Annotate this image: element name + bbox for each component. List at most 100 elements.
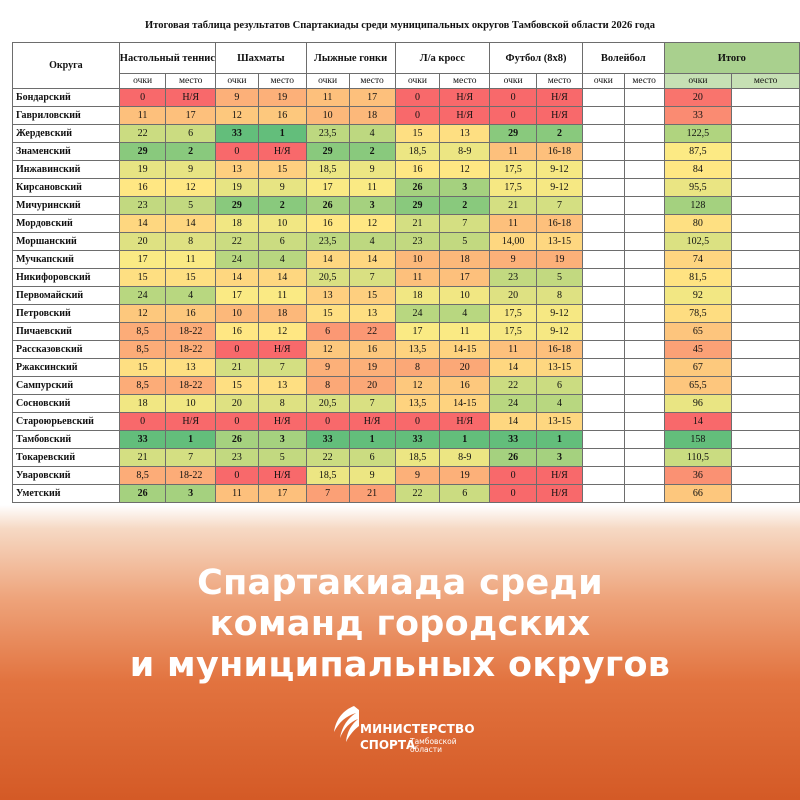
- points-cell: 29: [215, 196, 259, 215]
- table-row: Мичуринский 23 5 29 2 26 3 29 2 21 7 128: [12, 196, 800, 215]
- table-row: Петровский 12 16 10 18 15 13 24 4 17,5 9-12 78,5: [12, 304, 800, 323]
- points-cell: 16: [215, 322, 259, 341]
- place-cell: 14: [257, 268, 307, 287]
- place-cell: 9-12: [536, 322, 583, 341]
- points-cell: [581, 178, 625, 197]
- points-cell: 29: [305, 142, 350, 161]
- place-cell: Н/Я: [536, 106, 583, 125]
- points-cell: 20: [118, 232, 167, 251]
- place-cell: 3: [165, 484, 216, 503]
- place-cell: Н/Я: [439, 412, 491, 431]
- total-place-cell: [731, 340, 800, 359]
- points-subheader: очки: [489, 73, 538, 89]
- place-cell: Н/Я: [257, 466, 307, 485]
- district-name: Кирсановский: [12, 178, 120, 197]
- place-cell: 10: [439, 286, 491, 305]
- total-points-cell: 14: [663, 412, 733, 431]
- total-points-cell: 74: [663, 250, 733, 269]
- points-cell: 26: [489, 448, 538, 467]
- points-cell: 22: [489, 376, 538, 395]
- points-cell: 15: [305, 304, 350, 323]
- points-cell: 14: [489, 358, 538, 377]
- district-name: Мучкапский: [12, 250, 120, 269]
- place-cell: 1: [536, 430, 583, 449]
- table-row: Кирсановский 16 12 19 9 17 11 26 3 17,5 9-12 95,5: [12, 178, 800, 197]
- district-name: Инжавинский: [12, 160, 120, 179]
- total-place-cell: [731, 286, 800, 305]
- sport-header: Лыжные гонки: [305, 42, 396, 74]
- total-place-cell: [731, 214, 800, 233]
- place-cell: [623, 376, 665, 395]
- place-cell: 11: [257, 286, 307, 305]
- place-cell: [623, 124, 665, 143]
- place-cell: Н/Я: [257, 142, 307, 161]
- place-cell: 19: [536, 250, 583, 269]
- place-cell: 18: [439, 250, 491, 269]
- place-cell: 9-12: [536, 304, 583, 323]
- points-cell: 15: [394, 124, 441, 143]
- points-cell: 21: [394, 214, 441, 233]
- place-cell: 1: [439, 430, 491, 449]
- place-cell: Н/Я: [536, 466, 583, 485]
- place-cell: 3: [348, 196, 396, 215]
- points-cell: 23,5: [305, 232, 350, 251]
- district-name: Староюрьевский: [12, 412, 120, 431]
- place-cell: 4: [439, 304, 491, 323]
- place-cell: 13-15: [536, 232, 583, 251]
- points-cell: 14,00: [489, 232, 538, 251]
- points-cell: 17,5: [489, 160, 538, 179]
- place-cell: 16: [165, 304, 216, 323]
- points-cell: 18: [394, 286, 441, 305]
- points-cell: 21: [489, 196, 538, 215]
- total-points-cell: 33: [663, 106, 733, 125]
- points-cell: 14: [489, 412, 538, 431]
- points-cell: 23: [215, 448, 259, 467]
- points-cell: 17: [215, 286, 259, 305]
- points-cell: 0: [394, 412, 441, 431]
- place-cell: Н/Я: [257, 412, 307, 431]
- place-cell: [623, 412, 665, 431]
- place-cell: 7: [348, 394, 396, 413]
- points-cell: [581, 232, 625, 251]
- points-cell: [581, 394, 625, 413]
- table-row: Ржаксинский 15 13 21 7 9 19 8 20 14 13-15 67: [12, 358, 800, 377]
- points-cell: 0: [394, 88, 441, 107]
- points-cell: 33: [394, 430, 441, 449]
- total-place-cell: [731, 412, 800, 431]
- place-cell: [623, 88, 665, 107]
- total-points-cell: 65,5: [663, 376, 733, 395]
- table-row: Жердевский 22 6 33 1 23,5 4 15 13 29 2 122,5: [12, 124, 800, 143]
- points-subheader: очки: [215, 73, 259, 89]
- total-points-cell: 81,5: [663, 268, 733, 287]
- total-place-cell: [731, 106, 800, 125]
- points-cell: 11: [489, 340, 538, 359]
- points-cell: 16: [305, 214, 350, 233]
- table-row: Инжавинский 19 9 13 15 18,5 9 16 12 17,5 9-12 84: [12, 160, 800, 179]
- points-cell: 11: [118, 106, 167, 125]
- place-cell: [623, 160, 665, 179]
- points-cell: 20: [489, 286, 538, 305]
- points-cell: 23: [118, 196, 167, 215]
- place-cell: [623, 358, 665, 377]
- place-cell: 15: [165, 268, 216, 287]
- points-cell: 26: [118, 484, 167, 503]
- place-cell: 15: [348, 286, 396, 305]
- points-cell: 23: [489, 268, 538, 287]
- place-cell: 22: [348, 322, 396, 341]
- place-cell: 21: [348, 484, 396, 503]
- district-name: Гавриловский: [12, 106, 120, 125]
- points-cell: 33: [305, 430, 350, 449]
- place-cell: 1: [257, 124, 307, 143]
- points-subheader: очки: [118, 73, 167, 89]
- points-cell: [581, 106, 625, 125]
- place-cell: Н/Я: [257, 340, 307, 359]
- place-cell: 16: [439, 376, 491, 395]
- district-name: Мордовский: [12, 214, 120, 233]
- place-cell: 13: [439, 124, 491, 143]
- sport-header-row: Округа Настольный теннис Шахматы Лыжные …: [12, 42, 800, 89]
- place-cell: 18-22: [165, 466, 216, 485]
- district-name: Рассказовский: [12, 340, 120, 359]
- points-cell: 0: [118, 412, 167, 431]
- place-cell: 16-18: [536, 142, 583, 161]
- points-cell: 18: [215, 214, 259, 233]
